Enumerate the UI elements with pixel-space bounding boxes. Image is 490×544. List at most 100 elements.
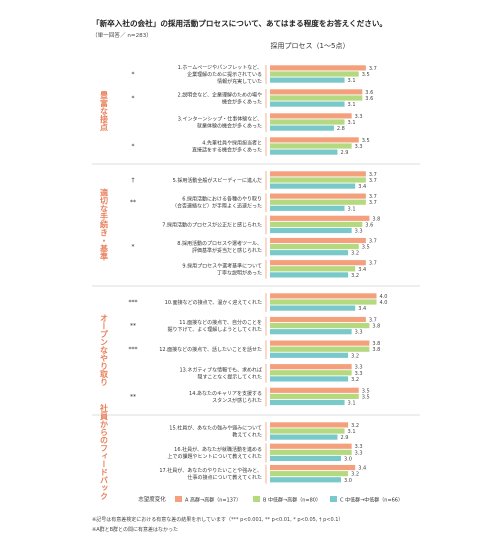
item-label: 17.社員が、あなたのやりたいことや強みと、 — [159, 467, 262, 474]
bar-A — [270, 260, 366, 266]
value-label-C: 3.3 — [355, 330, 363, 336]
value-label-C: 2.9 — [340, 150, 348, 156]
bar-C — [270, 183, 356, 189]
bar-B — [270, 323, 370, 329]
item-label: 掘り下げて、よく理解しようとしてくれた — [168, 326, 262, 333]
legend-label-A: A 高群→高群（n=137） — [185, 497, 241, 504]
item-label: 6.採用活動における各種のやり取り — [182, 196, 262, 203]
item-label: 9.採用プロセスや選考基準について — [182, 262, 262, 269]
bar-C — [270, 149, 338, 155]
bar-B — [270, 393, 359, 399]
bar-C — [270, 272, 349, 278]
value-label-C: 3.3 — [355, 229, 363, 235]
item-label: 12.面接などの接点で、話したいことを話せた — [159, 346, 262, 353]
group-label: 適切な手続き・基準 — [99, 188, 109, 262]
value-label-B: 3.2 — [351, 472, 359, 478]
item-label: 隠すことなく提示してくれた — [197, 373, 262, 380]
value-label-B: 3.5 — [362, 394, 370, 400]
legend-label-C: C 中低群→中低群（n=66） — [340, 497, 403, 504]
value-label-A: 3.7 — [369, 261, 377, 267]
bar-C — [270, 376, 349, 382]
value-label-C: 3.0 — [344, 478, 352, 484]
value-label-B: 3.6 — [365, 222, 373, 228]
significance-mark: * — [132, 95, 135, 102]
bar-B — [270, 119, 345, 125]
item-label: 企業理解のために提示されている — [187, 71, 262, 78]
value-label-C: 3.4 — [358, 184, 366, 190]
value-label-A: 3.7 — [369, 172, 377, 178]
value-label-B: 3.3 — [355, 371, 363, 377]
value-label-A: 3.3 — [355, 114, 363, 120]
item-label: 11.面接などの接点で、自分のことを — [179, 319, 262, 326]
item-label: 10.面接などの接点で、温かく迎えてくれた — [165, 299, 262, 306]
bar-A — [270, 113, 352, 119]
significance-mark: ** — [130, 393, 136, 400]
bar-C — [270, 101, 345, 107]
group-label: 社員からのフィードバック — [100, 403, 109, 500]
bar-B — [270, 266, 356, 272]
legend-title: 志望度変化 — [138, 495, 166, 503]
value-label-B: 3.3 — [355, 450, 363, 456]
bar-C — [270, 352, 349, 358]
item-label: 就業体験の機会が多くあった — [197, 123, 262, 130]
value-label-A: 3.7 — [369, 239, 377, 245]
legend-swatch-C — [330, 496, 337, 502]
bar-A — [270, 215, 370, 221]
value-label-B: 3.1 — [348, 120, 356, 126]
bar-B — [270, 370, 352, 376]
value-label-C: 3.1 — [348, 102, 356, 108]
significance-mark: ** — [130, 323, 136, 330]
value-label-C: 3.2 — [351, 251, 359, 257]
bar-A — [270, 340, 370, 346]
legend-label-B: B 中低群→高群（n=80） — [263, 497, 321, 504]
value-label-A: 3.3 — [355, 444, 363, 450]
value-label-A: 3.4 — [358, 466, 366, 472]
bar-A — [270, 89, 363, 95]
item-label: 評価基準が妥当だと感じられた — [192, 247, 262, 254]
footnote-ab: ※A群とB群との間に有意差はなかった — [92, 527, 178, 533]
significance-mark: *** — [129, 299, 138, 306]
value-label-A: 4.0 — [380, 294, 388, 300]
item-label: 1.ホームページやパンフレットなど、 — [178, 64, 262, 71]
item-label: 8.採用活動のプロセスや選考ツール、 — [177, 240, 262, 247]
bar-C — [270, 477, 341, 483]
value-label-A: 3.8 — [372, 216, 380, 222]
bar-A — [270, 443, 352, 449]
value-label-B: 3.5 — [362, 72, 370, 78]
value-label-B: 3.8 — [372, 324, 380, 330]
significance-mark: *** — [129, 346, 138, 353]
value-label-A: 3.5 — [362, 138, 370, 144]
bar-A — [270, 387, 359, 393]
value-label-A: 3.7 — [369, 318, 377, 324]
bar-B — [270, 199, 366, 205]
value-label-C: 3.4 — [358, 306, 366, 312]
significance-mark: * — [132, 71, 135, 78]
item-label: 直接話をする機会が多くあった — [192, 147, 262, 154]
item-label: 13.ネガティブな情報でも、求めれば — [179, 366, 262, 373]
value-label-A: 3.7 — [369, 194, 377, 200]
bar-C — [270, 227, 352, 234]
figure-subtitle: （単一回答／ n=283） — [92, 33, 152, 39]
group-label: 豊富な接点 — [100, 90, 109, 132]
bar-A — [270, 316, 366, 323]
value-label-B: 3.5 — [362, 245, 370, 251]
significance-mark: † — [132, 177, 135, 184]
value-label-B: 3.1 — [348, 429, 356, 435]
value-label-C: 3.2 — [351, 273, 359, 279]
value-label-B: 3.7 — [369, 200, 377, 206]
item-label: 上での課題やヒントについて教えてくれた — [168, 453, 262, 460]
value-label-C: 3.2 — [351, 353, 359, 359]
item-label: 7.採用活動のプロセスが公正だと感じられた — [162, 221, 262, 228]
chart-title: 採用プロセス（1〜5点） — [271, 41, 350, 50]
value-label-B: 3.3 — [355, 144, 363, 150]
bar-C — [270, 434, 338, 440]
bar-A — [270, 293, 377, 299]
value-label-A: 3.5 — [362, 388, 370, 394]
item-label: 15.社員が、あなたの強みや弱みについて — [169, 425, 262, 432]
item-label: 教えてくれた — [232, 432, 262, 439]
value-label-C: 2.8 — [337, 126, 345, 132]
bar-C — [270, 399, 345, 406]
value-label-C: 3.0 — [344, 456, 352, 462]
